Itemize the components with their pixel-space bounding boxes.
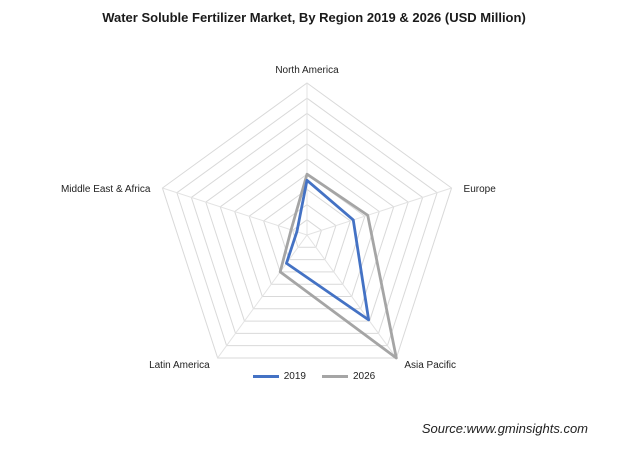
grid-ring <box>248 173 366 285</box>
legend-item-2026: 2026 <box>322 371 375 382</box>
axis-label-asia-pacific: Asia Pacific <box>404 360 456 371</box>
axis-label-latin-america: Latin America <box>149 360 210 371</box>
radar-series <box>278 172 398 360</box>
grid-ring <box>205 127 409 322</box>
legend-swatch-2026 <box>322 375 348 378</box>
grid-ring <box>190 112 424 334</box>
grid-ring <box>291 219 323 248</box>
grid-ring <box>176 97 438 347</box>
grid-ring <box>219 143 395 310</box>
grid-spoke <box>217 234 308 359</box>
chart-title: Water Soluble Fertilizer Market, By Regi… <box>102 10 526 25</box>
grid-spoke <box>306 187 452 236</box>
legend-item-2019: 2019 <box>252 371 306 382</box>
grid-ring <box>263 188 351 273</box>
source-note: Source:www.gminsights.com <box>421 421 588 436</box>
series-line-2026 <box>278 172 398 360</box>
series-line-2019 <box>285 178 371 322</box>
axis-label-north-america: North America <box>275 65 339 76</box>
axis-label-europe: Europe <box>464 184 497 195</box>
grid-ring <box>161 82 453 359</box>
grid-spoke <box>306 234 397 359</box>
legend-swatch-2019 <box>252 375 279 378</box>
grid-ring <box>234 158 380 297</box>
legend-label-2026: 2026 <box>353 371 376 382</box>
axis-label-middle-east-africa: Middle East & Africa <box>61 184 151 195</box>
grid-spoke <box>162 187 308 236</box>
legend-label-2019: 2019 <box>283 371 306 382</box>
axis-labels: North America Europe Asia Pacific Latin Ame… <box>61 65 496 371</box>
legend: 2019 2026 <box>0 371 628 382</box>
grid-ring <box>277 203 337 261</box>
radar-grid <box>161 82 453 359</box>
